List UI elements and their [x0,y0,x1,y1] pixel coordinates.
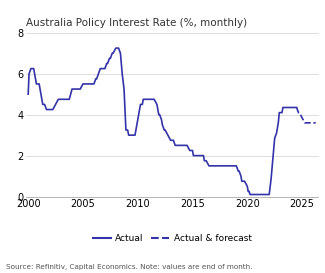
Text: Australia Policy Interest Rate (%, monthly): Australia Policy Interest Rate (%, month… [26,18,247,28]
Text: Source: Refinitiv, Capital Economics. Note: values are end of month.: Source: Refinitiv, Capital Economics. No… [6,264,253,270]
Legend: Actual, Actual & forecast: Actual, Actual & forecast [89,231,255,247]
